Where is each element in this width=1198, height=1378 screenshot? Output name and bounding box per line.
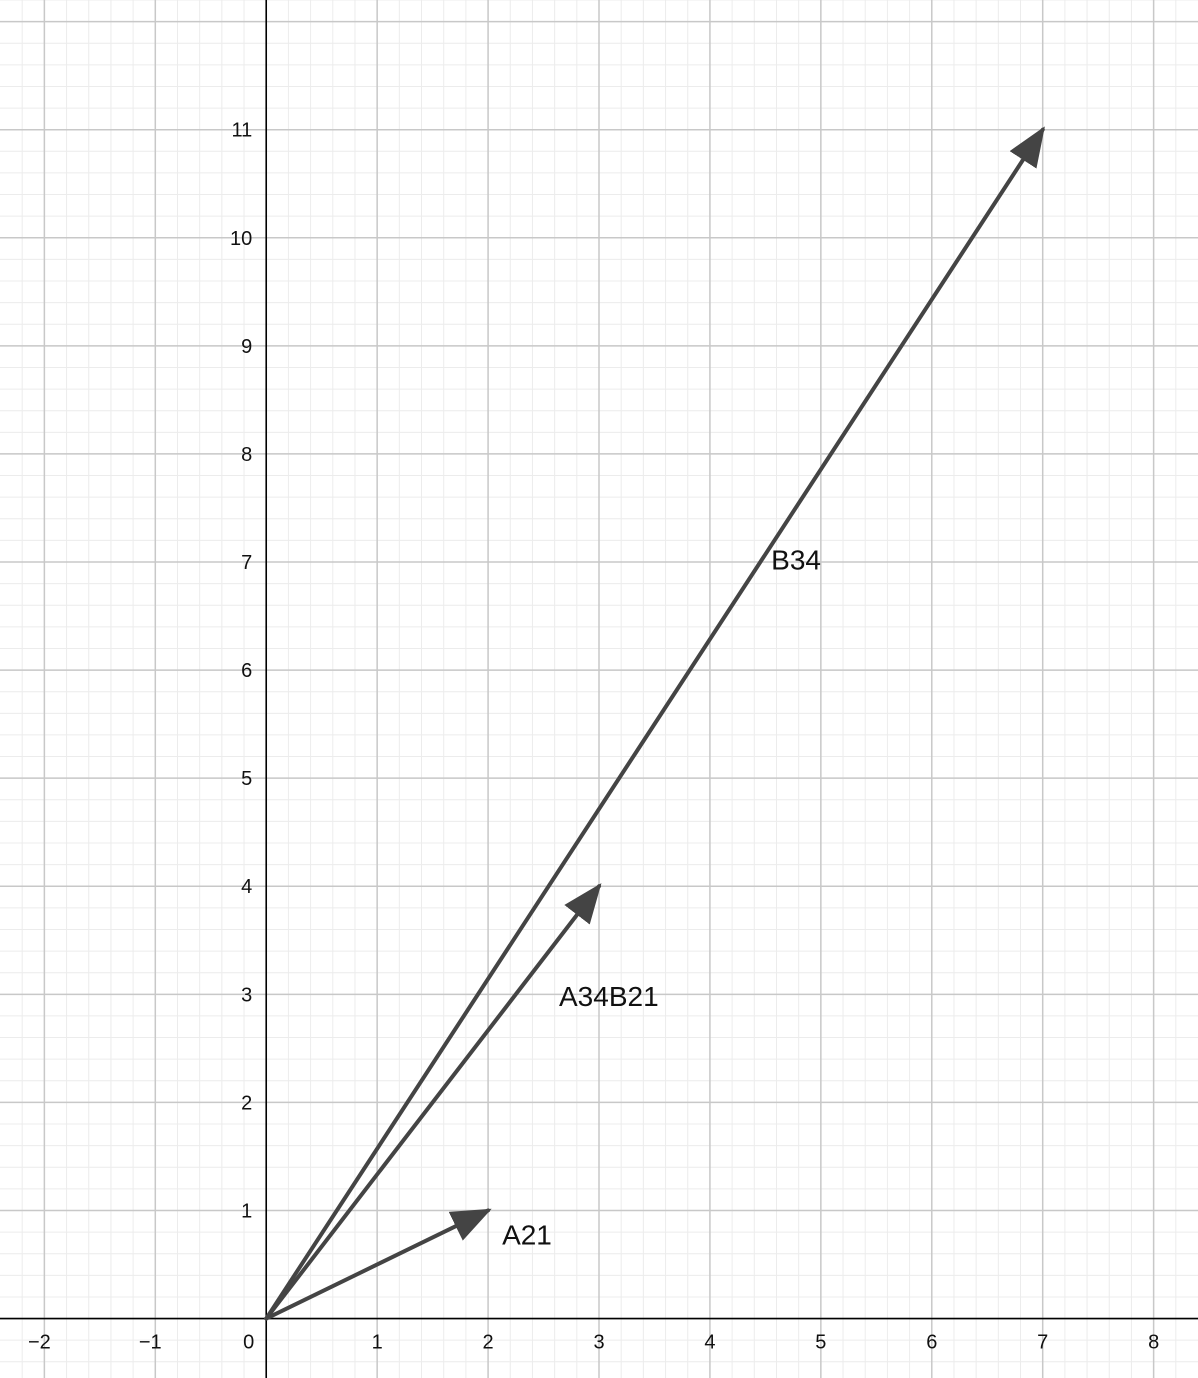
x-tick-label: 4: [704, 1332, 715, 1354]
y-tick-label: 6: [241, 660, 252, 682]
y-tick-labels: 1 2 3 4 5 6 7 8 9 10 11: [230, 120, 252, 1223]
x-tick-label: −2: [28, 1332, 51, 1354]
x-tick-label: 1: [372, 1332, 383, 1354]
x-tick-labels: −2 −1 0 1 2 3 4 5 6 7 8: [28, 1332, 1159, 1354]
x-tick-label: −1: [139, 1332, 162, 1354]
y-tick-label: 1: [241, 1200, 252, 1222]
x-tick-label: 0: [243, 1332, 254, 1354]
vector-b34: [264, 126, 1045, 1321]
vectors: [264, 126, 1045, 1321]
y-tick-label: 7: [241, 552, 252, 574]
vector-labels: A21 A34B21 B34: [502, 545, 821, 1251]
vector-label-b34: B34: [771, 545, 821, 576]
x-tick-label: 3: [593, 1332, 604, 1354]
vector-a34b21: [264, 883, 602, 1321]
x-tick-label: 5: [815, 1332, 826, 1354]
x-tick-label: 6: [926, 1332, 937, 1354]
y-tick-label: 5: [241, 768, 252, 790]
y-tick-label: 9: [241, 336, 252, 358]
y-tick-label: 4: [241, 876, 252, 898]
y-tick-label: 10: [230, 228, 252, 250]
x-tick-label: 7: [1037, 1332, 1048, 1354]
y-tick-label: 2: [241, 1092, 252, 1114]
vector-a21: [264, 1208, 492, 1321]
x-tick-label: 8: [1148, 1332, 1159, 1354]
y-tick-label: 11: [231, 120, 252, 142]
vector-label-a21: A21: [502, 1219, 552, 1250]
y-tick-label: 3: [241, 984, 252, 1006]
vector-label-a34b21: A34B21: [559, 981, 659, 1012]
y-tick-label: 8: [241, 444, 252, 466]
x-tick-label: 2: [483, 1332, 494, 1354]
